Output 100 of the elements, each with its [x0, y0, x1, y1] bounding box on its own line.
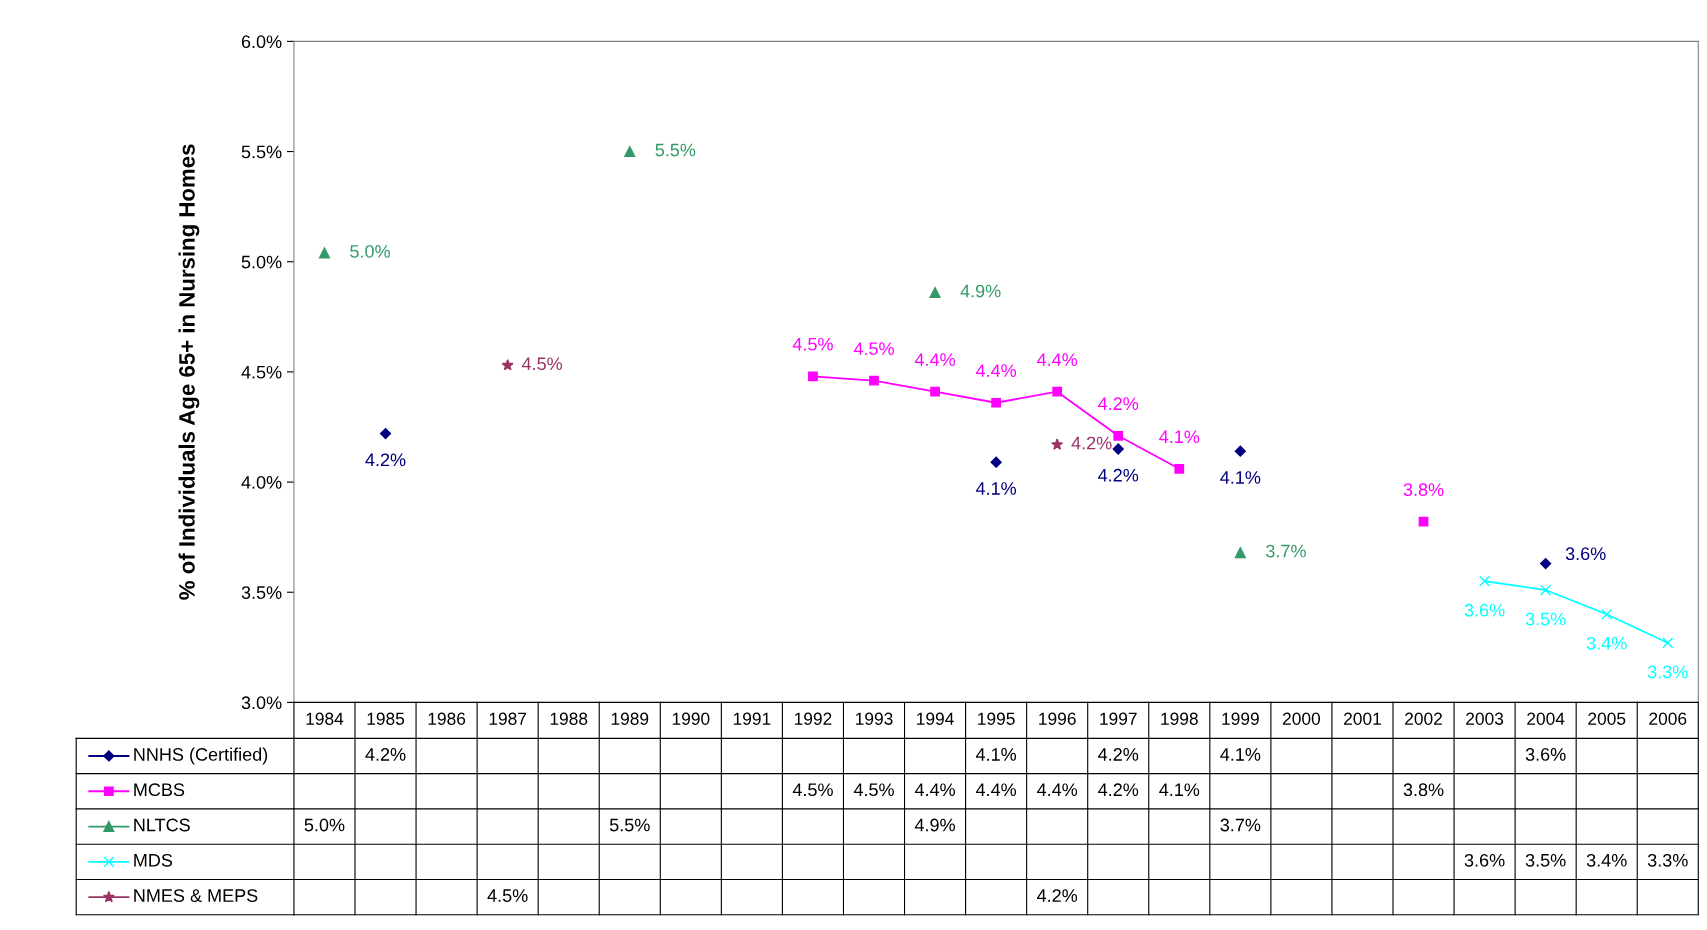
point	[318, 247, 331, 259]
text: 5.0%	[350, 244, 390, 258]
legend-label: NMES & MEPS	[134, 889, 258, 902]
y-tick-label: 3.0%	[241, 696, 282, 710]
data-label: 5.0%	[304, 818, 345, 832]
point	[1234, 547, 1246, 559]
x-tick-label: 1990	[672, 712, 710, 725]
point	[1662, 637, 1674, 649]
y-tick-label: 5.0%	[241, 255, 282, 269]
text: 4.4%	[914, 353, 955, 366]
data-label: 3.3%	[1647, 853, 1688, 867]
point	[1540, 584, 1552, 596]
x-tick-label: 1999	[1222, 712, 1259, 725]
legend-label: NLTCS	[134, 818, 190, 832]
text: 3.5%	[1525, 612, 1566, 626]
text: 4.2%	[1098, 397, 1139, 411]
point	[1052, 386, 1063, 397]
legend-label: MDS	[134, 853, 173, 867]
text: 4.5%	[521, 357, 563, 371]
x-tick-label: 1994	[917, 712, 954, 725]
point	[1174, 463, 1185, 474]
text: 4.1%	[1220, 471, 1261, 484]
point	[379, 427, 392, 440]
x-tick-label: 2003	[1466, 712, 1504, 725]
point	[1234, 445, 1246, 457]
text: 3.4%	[1586, 636, 1627, 650]
point	[1113, 430, 1124, 441]
text: 4.5%	[792, 337, 833, 351]
data-label: 4.4%	[1037, 783, 1078, 797]
data-label: 4.4%	[914, 783, 955, 797]
y-tick-label: 5.5%	[241, 145, 282, 159]
data-label: 3.8%	[1403, 783, 1444, 797]
text: 4.2%	[1071, 436, 1112, 450]
point	[1418, 516, 1429, 527]
x-tick-label: 1986	[428, 712, 466, 725]
data-label: 4.5%	[792, 783, 833, 797]
text: 3.6%	[1464, 603, 1505, 617]
y-tick-label: 6.0%	[241, 35, 282, 49]
text: 4.9%	[960, 284, 1001, 298]
legend-label: MCBS	[134, 783, 185, 797]
data-label: 4.2%	[365, 748, 406, 761]
point	[991, 397, 1001, 408]
x-tick-label: 1993	[856, 712, 893, 725]
point	[1479, 575, 1491, 587]
data-label: 4.5%	[853, 783, 894, 797]
data-label: 3.6%	[1525, 748, 1566, 761]
text: 4.4%	[1037, 353, 1078, 366]
data-label: 3.6%	[1464, 853, 1505, 867]
x-tick-label: 2002	[1405, 712, 1442, 725]
point	[1112, 443, 1124, 455]
x-tick-label: 2001	[1344, 712, 1381, 725]
data-label: 3.4%	[1586, 853, 1627, 867]
text: 4.1%	[975, 482, 1017, 495]
x-tick-label: 1988	[550, 712, 588, 725]
x-tick-label: 1995	[978, 712, 1015, 725]
point	[1540, 557, 1552, 570]
data-label: 4.2%	[1037, 889, 1078, 902]
x-tick-label: 1989	[611, 712, 649, 725]
text: 4.4%	[975, 364, 1017, 377]
x-tick-label: 2000	[1282, 712, 1321, 725]
point	[930, 386, 940, 397]
x-tick-label: 2006	[1649, 712, 1687, 725]
x-tick-label: 1987	[489, 712, 527, 725]
y-axis-title: % of Individuals Age 65+ in Nursing Homes	[178, 144, 200, 600]
data-label: 4.5%	[487, 889, 528, 902]
text: 5.5%	[655, 143, 696, 157]
text: 4.5%	[853, 342, 894, 355]
x-tick-label: 2004	[1527, 712, 1565, 725]
text: 4.1%	[1159, 430, 1200, 444]
text: 4.2%	[1098, 468, 1139, 482]
point	[990, 456, 1002, 468]
data-label: 4.1%	[1220, 748, 1261, 761]
text: 3.3%	[1647, 665, 1688, 679]
data-label: 4.2%	[1098, 748, 1139, 761]
x-tick-label: 2005	[1588, 712, 1626, 725]
legend-label: NNHS (Certified)	[134, 747, 268, 765]
point	[501, 359, 514, 371]
y-tick-label: 4.0%	[241, 476, 282, 489]
data-label: 5.5%	[609, 818, 650, 832]
point	[1051, 438, 1064, 450]
point	[808, 371, 818, 382]
text: 3.6%	[1565, 547, 1606, 561]
x-tick-label: 1996	[1039, 712, 1076, 725]
x-tick-label: 1991	[733, 712, 771, 725]
point	[1601, 608, 1613, 620]
data-label: 3.7%	[1220, 818, 1261, 832]
x-tick-label: 1992	[794, 712, 832, 725]
x-tick-label: 1985	[367, 712, 405, 725]
point	[869, 375, 879, 386]
data-label: 4.1%	[1159, 783, 1200, 797]
x-tick-label: 1998	[1161, 712, 1198, 725]
text: 4.2%	[365, 453, 406, 467]
data-label: 4.9%	[914, 818, 955, 832]
y-tick-label: 4.5%	[241, 365, 282, 379]
point	[929, 287, 941, 299]
data-label: 4.1%	[975, 748, 1017, 761]
text: 3.7%	[1266, 544, 1306, 558]
text: 3.8%	[1403, 483, 1444, 497]
data-label: 4.4%	[975, 783, 1017, 797]
point	[624, 145, 636, 158]
